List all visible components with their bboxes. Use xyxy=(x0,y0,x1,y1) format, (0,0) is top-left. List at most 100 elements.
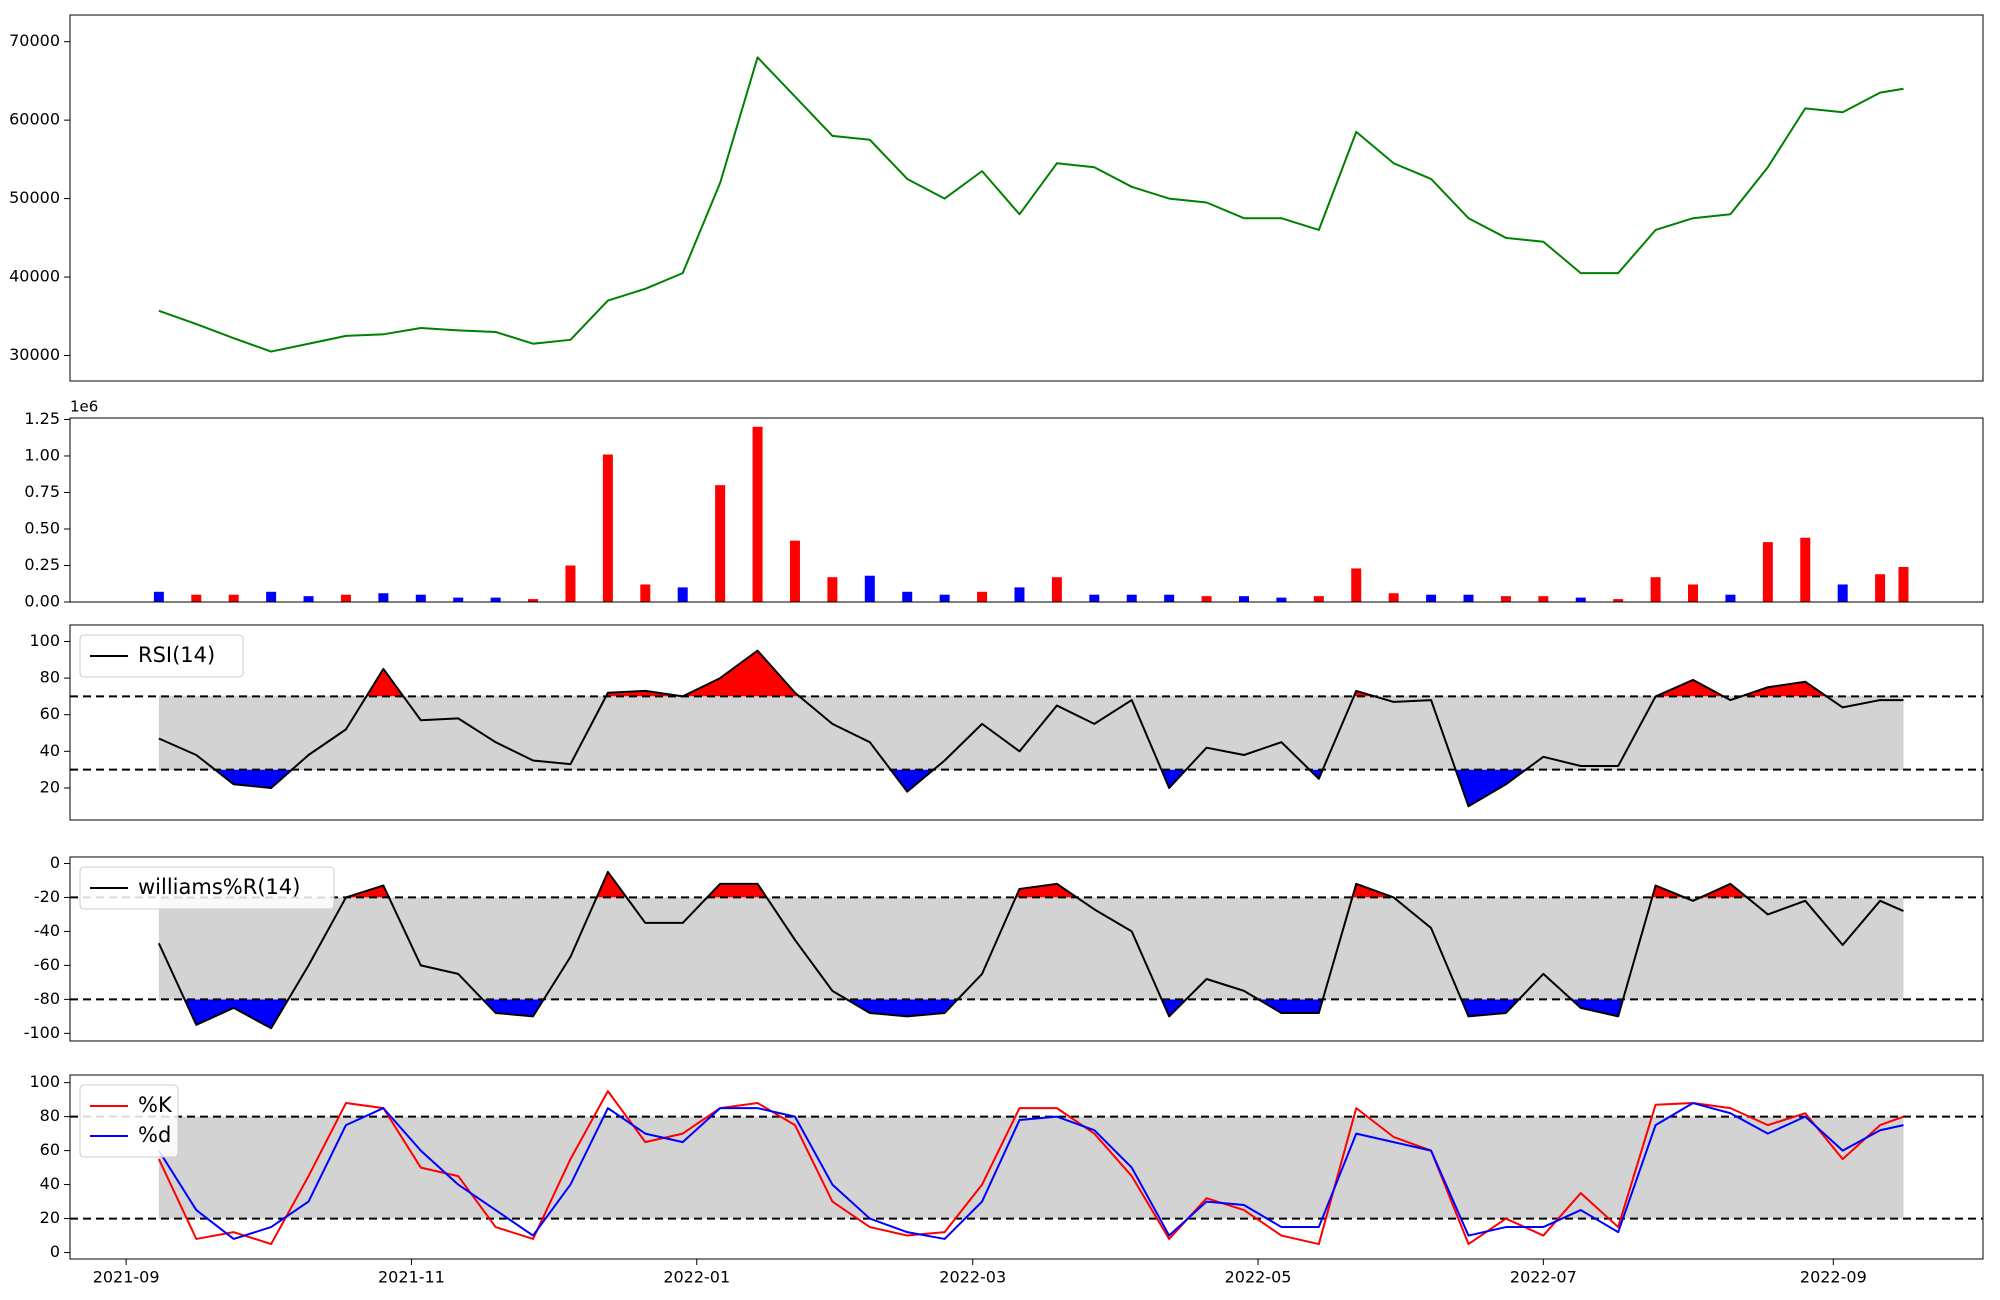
volume-bar xyxy=(528,599,539,602)
threshold-band xyxy=(158,696,1904,770)
volume-bar xyxy=(1762,542,1773,602)
x-tick-label: 2021-09 xyxy=(93,1268,160,1287)
legend-label: RSI(14) xyxy=(138,643,215,667)
y-tick-label: 100 xyxy=(29,631,60,650)
volume-bar xyxy=(453,597,464,602)
volume-bar xyxy=(1538,596,1549,602)
x-tick-label: 2022-05 xyxy=(1225,1268,1292,1287)
series-line xyxy=(157,870,1904,1030)
volume-bar xyxy=(1388,593,1399,602)
volume-bar xyxy=(303,596,314,602)
y-tick-label: 60 xyxy=(40,1140,60,1159)
below-fill xyxy=(158,769,1904,807)
volume-bar xyxy=(789,540,800,602)
y-tick-label: 80 xyxy=(40,1106,60,1125)
volume-bar xyxy=(415,594,426,602)
y-tick-label: 40 xyxy=(40,1174,60,1193)
volume-bar xyxy=(1500,596,1511,602)
volume-bar xyxy=(1650,577,1661,602)
y-tick-label: 30000 xyxy=(9,345,60,364)
y-tick-label: 20 xyxy=(40,1208,60,1227)
volume-bar xyxy=(1014,587,1025,602)
series-line xyxy=(158,649,1904,808)
legend-label: williams%R(14) xyxy=(138,875,300,899)
series-line xyxy=(157,1090,1904,1246)
y-tick-label: 0.50 xyxy=(24,518,60,537)
volume-bar xyxy=(1051,577,1062,602)
volume-bar xyxy=(715,485,726,602)
axis-offset-label: 1e6 xyxy=(70,398,98,416)
volume-bar xyxy=(602,454,613,602)
y-tick-label: 40 xyxy=(40,741,60,760)
legend-box xyxy=(79,1084,179,1158)
below-fill xyxy=(184,999,1624,1029)
y-tick-label: -60 xyxy=(34,955,60,974)
legend-label: %K xyxy=(138,1093,173,1117)
y-tick-label: 0.25 xyxy=(24,555,60,574)
volume-bar xyxy=(677,587,688,602)
plot-frame xyxy=(69,1074,1984,1260)
legend-label: %d xyxy=(138,1123,171,1147)
y-tick-label: -40 xyxy=(34,921,60,940)
y-tick-label: -80 xyxy=(34,989,60,1008)
volume-bar xyxy=(1126,594,1137,602)
y-tick-label: 20 xyxy=(40,777,60,796)
volume-bar xyxy=(1688,584,1699,602)
volume-bar xyxy=(1164,594,1175,602)
volume-bar xyxy=(977,591,988,602)
y-tick-label: 70000 xyxy=(9,31,60,50)
y-tick-label: 80 xyxy=(40,668,60,687)
y-tick-label: 60 xyxy=(40,704,60,723)
y-tick-label: 0 xyxy=(50,853,60,872)
above-fill xyxy=(366,650,1827,697)
series-line xyxy=(158,56,1904,353)
plot-frame xyxy=(69,417,1984,603)
x-tick-label: 2022-07 xyxy=(1510,1268,1577,1287)
y-tick-label: 0.00 xyxy=(24,592,60,611)
volume-bar xyxy=(266,591,277,602)
volume-bar xyxy=(1276,597,1287,602)
volume-bar xyxy=(490,597,501,602)
y-tick-label: 60000 xyxy=(9,110,60,129)
volume-bar xyxy=(827,577,838,602)
volume-bar xyxy=(1089,594,1100,602)
above-fill xyxy=(345,871,1748,898)
threshold-band xyxy=(158,1116,1904,1219)
volume-bar xyxy=(1575,597,1586,602)
x-tick-label: 2022-03 xyxy=(939,1268,1006,1287)
y-tick-label: 40000 xyxy=(9,267,60,286)
legend-box xyxy=(79,866,335,910)
x-tick-label: 2021-11 xyxy=(378,1268,445,1287)
volume-bar xyxy=(1463,594,1474,602)
volume-bar xyxy=(565,565,576,602)
plot-frame xyxy=(69,14,1984,382)
plot-frame xyxy=(69,856,1984,1042)
y-tick-label: -100 xyxy=(24,1023,60,1042)
volume-bar xyxy=(1800,537,1811,602)
volume-bar xyxy=(1837,584,1848,602)
volume-bar xyxy=(1613,599,1624,602)
y-tick-label: 0 xyxy=(50,1242,60,1261)
series-line xyxy=(158,1102,1904,1240)
volume-bar xyxy=(340,594,351,602)
volume-bar xyxy=(864,575,875,602)
y-tick-label: 100 xyxy=(29,1072,60,1091)
volume-bar xyxy=(1238,596,1249,602)
volume-bar xyxy=(902,591,913,602)
volume-bar xyxy=(640,584,651,602)
volume-bar xyxy=(1313,596,1324,602)
legend-box xyxy=(79,634,244,678)
volume-bar xyxy=(1725,594,1736,602)
y-tick-label: 50000 xyxy=(9,188,60,207)
x-tick-label: 2022-01 xyxy=(663,1268,730,1287)
plot-frame xyxy=(69,624,1984,821)
volume-bar xyxy=(1426,594,1437,602)
y-tick-label: 0.75 xyxy=(24,482,60,501)
volume-bar xyxy=(153,591,164,602)
y-tick-label: 1.25 xyxy=(24,409,60,428)
volume-bar xyxy=(939,594,950,602)
y-tick-label: 1.00 xyxy=(24,445,60,464)
